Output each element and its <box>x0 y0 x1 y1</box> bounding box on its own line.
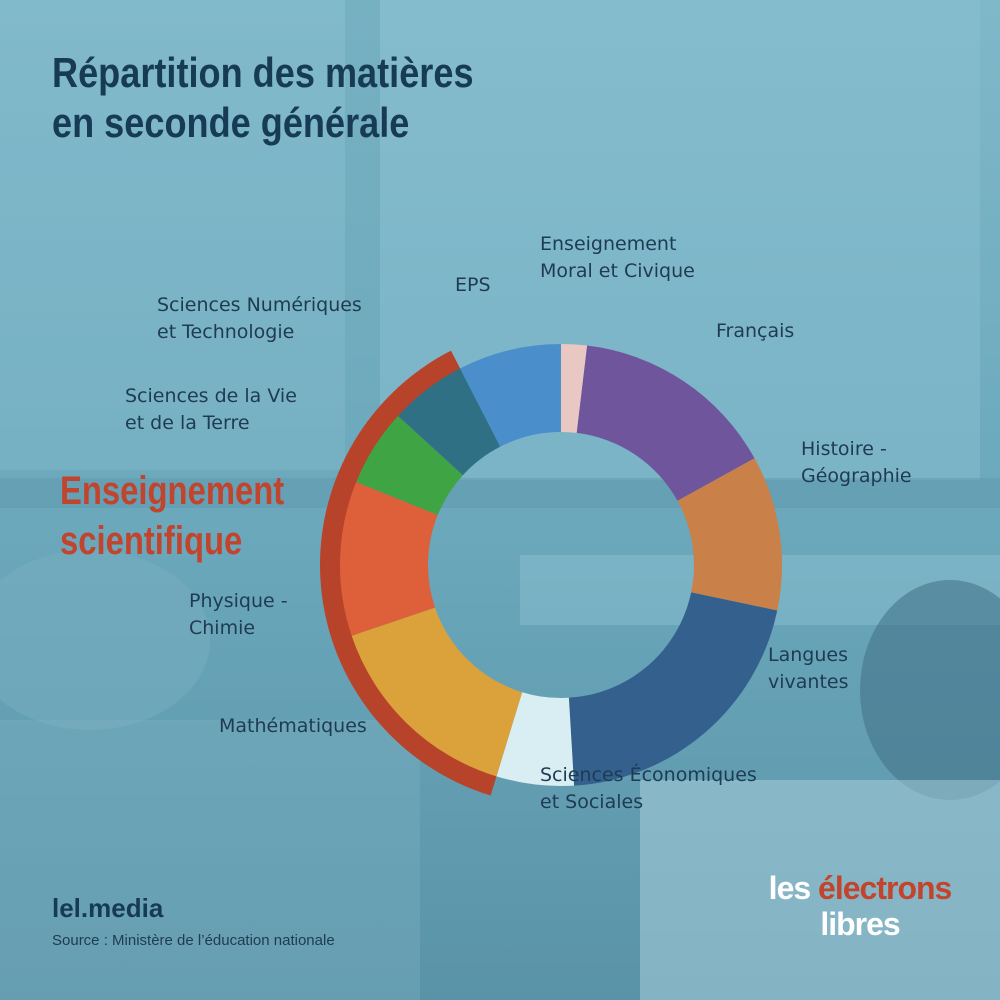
slice-langues-vivantes <box>568 592 778 786</box>
label-langues-line-1: Langues <box>768 644 848 666</box>
label-snt-line-1: Sciences Numériques <box>157 294 362 316</box>
slice-sciences-economiques-et-sociales <box>496 692 575 786</box>
label-langues-line-2: vivantes <box>768 671 849 693</box>
slice-histoire-geographie <box>677 458 782 611</box>
les-electrons-libres-logo: les électrons libres <box>760 870 960 942</box>
label-physique-line-2: Chimie <box>189 617 256 639</box>
slice-sciences-numeriques-et-technologie <box>397 368 501 476</box>
logo-word-libres: libres <box>820 906 900 942</box>
label-physique-line-1: Physique - <box>189 590 288 612</box>
label-mathematiques: Mathématiques <box>219 713 367 740</box>
group-label-line-2: scientifique <box>60 519 243 563</box>
label-svt-line-2: et de la Terre <box>125 412 250 434</box>
logo-word-les: les <box>768 870 811 906</box>
title-line-1: Répartition des matières <box>52 49 474 96</box>
slice-enseignement-moral-et-civique <box>561 344 588 433</box>
label-histoire-line-2: Géographie <box>801 465 912 487</box>
label-snt-line-2: et Technologie <box>157 321 295 343</box>
label-ses-line-1: Sciences Économiques <box>540 764 757 786</box>
label-physique-chimie: Physique - Chimie <box>189 588 288 642</box>
label-langues-vivantes: Langues vivantes <box>768 642 849 696</box>
group-label-line-1: Enseignement <box>60 469 285 513</box>
label-svt-line-1: Sciences de la Vie <box>125 385 297 407</box>
brand-text: lel.media <box>52 893 164 923</box>
label-histoire-line-1: Histoire - <box>801 438 887 460</box>
label-snt: Sciences Numériques et Technologie <box>157 292 362 346</box>
logo-word-electrons: électrons <box>818 870 952 906</box>
label-maths-line-1: Mathématiques <box>219 715 367 737</box>
source-text: Source : Ministère de l’éducation nation… <box>52 932 335 949</box>
label-svt: Sciences de la Vie et de la Terre <box>125 383 297 437</box>
label-ses-line-2: et Sociales <box>540 791 644 813</box>
slice-francais <box>576 345 755 501</box>
page-title: Répartition des matières en seconde géné… <box>52 48 474 148</box>
label-emc: Enseignement Moral et Civique <box>540 231 695 285</box>
label-ses: Sciences Économiques et Sociales <box>540 762 757 816</box>
label-emc-line-1: Enseignement <box>540 233 677 255</box>
slice-mathematiques <box>351 607 523 777</box>
label-francais: Français <box>716 318 794 345</box>
slice-eps <box>460 344 561 447</box>
label-eps: EPS <box>455 272 491 299</box>
group-band-enseignement-scientifique <box>320 350 499 796</box>
label-eps-line-1: EPS <box>455 274 491 296</box>
slice-sciences-de-la-vie-et-de-la-terre <box>356 415 463 516</box>
label-histoire-geographie: Histoire - Géographie <box>801 436 912 490</box>
label-emc-line-2: Moral et Civique <box>540 260 695 282</box>
group-label-enseignement-scientifique: Enseignement scientifique <box>60 466 284 566</box>
slice-physique-chimie <box>340 481 438 636</box>
title-line-2: en seconde générale <box>52 99 410 146</box>
label-francais-line-1: Français <box>716 320 795 342</box>
